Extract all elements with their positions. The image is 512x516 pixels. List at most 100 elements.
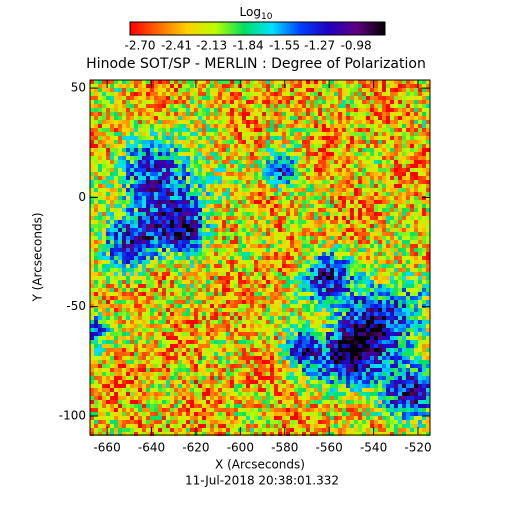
pixel [402, 96, 406, 100]
pixel [262, 112, 266, 116]
pixel [150, 204, 154, 208]
pixel [234, 180, 238, 184]
pixel [370, 144, 374, 148]
pixel [122, 184, 126, 188]
pixel [142, 224, 146, 228]
pixel [278, 148, 282, 152]
pixel [170, 196, 174, 200]
pixel [166, 132, 170, 136]
pixel [242, 164, 246, 168]
pixel [258, 84, 262, 88]
pixel [278, 292, 282, 296]
pixel [186, 188, 190, 192]
pixel [402, 136, 406, 140]
pixel [158, 108, 162, 112]
pixel [146, 200, 150, 204]
pixel [98, 128, 102, 132]
pixel [278, 244, 282, 248]
pixel [270, 268, 274, 272]
pixel [302, 152, 306, 156]
pixel [154, 124, 158, 128]
pixel [270, 104, 274, 108]
pixel [238, 304, 242, 308]
pixel [270, 208, 274, 212]
pixel [346, 184, 350, 188]
pixel [362, 192, 366, 196]
pixel [218, 164, 222, 168]
pixel [326, 84, 330, 88]
pixel [134, 192, 138, 196]
pixel [150, 148, 154, 152]
pixel [218, 160, 222, 164]
pixel [366, 132, 370, 136]
pixel [170, 236, 174, 240]
pixel [158, 88, 162, 92]
pixel [142, 188, 146, 192]
pixel [330, 84, 334, 88]
pixel [414, 236, 418, 240]
pixel [286, 212, 290, 216]
pixel [318, 180, 322, 184]
pixel [382, 108, 386, 112]
pixel [150, 132, 154, 136]
pixel [98, 212, 102, 216]
pixel [166, 124, 170, 128]
pixel [390, 160, 394, 164]
pixel [254, 204, 258, 208]
pixel [174, 88, 178, 92]
pixel [366, 248, 370, 252]
pixel [378, 148, 382, 152]
pixel [286, 304, 290, 308]
pixel [366, 108, 370, 112]
pixel [414, 220, 418, 224]
pixel [246, 112, 250, 116]
pixel [158, 188, 162, 192]
pixel [110, 212, 114, 216]
pixel [230, 156, 234, 160]
pixel [114, 160, 118, 164]
pixel [354, 176, 358, 180]
pixel [242, 300, 246, 304]
pixel [238, 164, 242, 168]
pixel [106, 84, 110, 88]
pixel [382, 136, 386, 140]
pixel [302, 164, 306, 168]
pixel [318, 124, 322, 128]
pixel [226, 140, 230, 144]
pixel [194, 276, 198, 280]
pixel [370, 124, 374, 128]
pixel [422, 216, 426, 220]
pixel [250, 284, 254, 288]
pixel [362, 96, 366, 100]
pixel [98, 168, 102, 172]
pixel [318, 296, 322, 300]
pixel [246, 172, 250, 176]
pixel [270, 124, 274, 128]
pixel [410, 192, 414, 196]
pixel [218, 212, 222, 216]
pixel [218, 108, 222, 112]
pixel [426, 120, 430, 124]
pixel [158, 156, 162, 160]
pixel [278, 100, 282, 104]
pixel [174, 196, 178, 200]
pixel [402, 152, 406, 156]
pixel [306, 312, 310, 316]
pixel [142, 80, 146, 84]
pixel [102, 284, 106, 288]
pixel [338, 232, 342, 236]
pixel [370, 244, 374, 248]
pixel [126, 268, 130, 272]
pixel [338, 160, 342, 164]
pixel [418, 304, 422, 308]
pixel [298, 112, 302, 116]
pixel [266, 280, 270, 284]
pixel [110, 104, 114, 108]
pixel [90, 148, 94, 152]
pixel [130, 104, 134, 108]
pixel [142, 132, 146, 136]
pixel [126, 196, 130, 200]
pixel [338, 256, 342, 260]
pixel [418, 172, 422, 176]
pixel [414, 200, 418, 204]
